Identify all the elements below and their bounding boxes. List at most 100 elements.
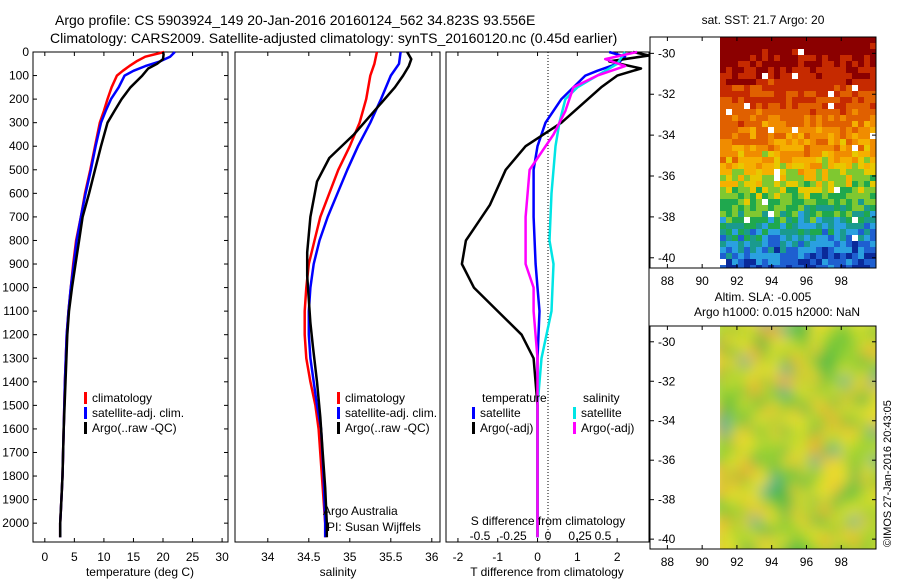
sst-cell bbox=[870, 73, 876, 79]
map-y-tick-label: -40 bbox=[658, 532, 676, 546]
sst-cell bbox=[804, 223, 810, 229]
sla-cell bbox=[880, 386, 890, 396]
sst-cell bbox=[816, 115, 822, 121]
sla-cell bbox=[820, 496, 830, 506]
sla-cell bbox=[810, 446, 820, 456]
sst-cell bbox=[804, 43, 810, 49]
sst-cell bbox=[738, 103, 744, 109]
sst-cell bbox=[804, 163, 810, 169]
sst-cell bbox=[780, 157, 786, 163]
sst-cell bbox=[768, 97, 774, 103]
sla-cell bbox=[840, 426, 850, 436]
sst-cell bbox=[780, 217, 786, 223]
sla-cell bbox=[740, 356, 750, 366]
header-title-line1: Argo profile: CS 5903924_149 20-Jan-2016… bbox=[55, 12, 535, 28]
sst-cell bbox=[744, 175, 750, 181]
sst-cell bbox=[840, 121, 846, 127]
sst-cell bbox=[870, 133, 876, 139]
sst-cell bbox=[738, 37, 744, 43]
sst-cell bbox=[870, 217, 876, 223]
sla-cell bbox=[730, 456, 740, 466]
sst-cell bbox=[726, 79, 732, 85]
sst-cell bbox=[774, 217, 780, 223]
sst-cell bbox=[852, 97, 858, 103]
sla-cell bbox=[830, 456, 840, 466]
sla-cell bbox=[780, 446, 790, 456]
sst-cell bbox=[762, 199, 768, 205]
sst-cell bbox=[792, 187, 798, 193]
map-y-tick-label: -38 bbox=[658, 493, 676, 507]
sst-cell bbox=[828, 139, 834, 145]
sst-cell bbox=[822, 145, 828, 151]
sst-cell bbox=[792, 61, 798, 67]
sst-cell bbox=[822, 157, 828, 163]
sst-cell bbox=[732, 145, 738, 151]
sst-cell bbox=[756, 211, 762, 217]
sst-cell bbox=[816, 235, 822, 241]
sst-cell bbox=[732, 61, 738, 67]
sst-cell bbox=[786, 265, 792, 268]
sst-cell bbox=[816, 61, 822, 67]
sst-cell bbox=[738, 229, 744, 235]
x-tick-label: 35 bbox=[343, 550, 357, 564]
sst-cell bbox=[768, 205, 774, 211]
sst-cell bbox=[774, 91, 780, 97]
sla-cell bbox=[750, 386, 760, 396]
sst-cell bbox=[792, 115, 798, 121]
sla-cell bbox=[730, 436, 740, 446]
sst-cell bbox=[822, 259, 828, 265]
sla-cell bbox=[720, 496, 730, 506]
sst-cell bbox=[834, 121, 840, 127]
sst-cell bbox=[798, 235, 804, 241]
sst-cell bbox=[798, 151, 804, 157]
sst-cell bbox=[756, 235, 762, 241]
sst-cell bbox=[846, 187, 852, 193]
sst-cell bbox=[732, 253, 738, 259]
sla-map-image bbox=[720, 326, 890, 549]
sst-cell bbox=[798, 121, 804, 127]
sst-cell bbox=[726, 253, 732, 259]
sst-cell bbox=[846, 259, 852, 265]
sst-cell bbox=[786, 85, 792, 91]
sst-cell bbox=[840, 169, 846, 175]
sst-cell bbox=[834, 241, 840, 247]
sst-cell bbox=[732, 139, 738, 145]
sst-cell bbox=[780, 133, 786, 139]
sla-cell bbox=[870, 526, 876, 536]
sst-cell bbox=[810, 229, 816, 235]
sst-cell bbox=[732, 97, 738, 103]
sla-cell bbox=[720, 466, 730, 476]
sst-cell bbox=[852, 121, 858, 127]
sla-cell bbox=[780, 526, 790, 536]
sst-cell bbox=[846, 181, 852, 187]
sst-cell bbox=[858, 91, 864, 97]
sla-cell bbox=[800, 446, 810, 456]
sst-cell bbox=[756, 103, 762, 109]
sst-cell bbox=[744, 79, 750, 85]
sst-cell bbox=[810, 235, 816, 241]
sst-cell bbox=[720, 55, 726, 61]
sla-cell bbox=[790, 506, 800, 516]
sst-cell bbox=[798, 253, 804, 259]
sla-cell bbox=[790, 376, 800, 386]
sst-cell bbox=[744, 259, 750, 265]
sla-cell bbox=[730, 326, 740, 336]
sst-cell bbox=[726, 61, 732, 67]
sst-cell bbox=[858, 115, 864, 121]
secondary-tick-label: 0.5 bbox=[595, 529, 612, 543]
sst-cell bbox=[768, 151, 774, 157]
sst-cell bbox=[816, 265, 822, 268]
sla-cell bbox=[860, 456, 870, 466]
sst-cell bbox=[804, 169, 810, 175]
sst-cell bbox=[738, 259, 744, 265]
sst-cell bbox=[810, 103, 816, 109]
sst-cell bbox=[864, 205, 870, 211]
sst-cell bbox=[750, 37, 756, 43]
sst-cell bbox=[822, 193, 828, 199]
sla-cell bbox=[740, 376, 750, 386]
sst-cell bbox=[858, 181, 864, 187]
sst-cell bbox=[798, 157, 804, 163]
sst-cell bbox=[846, 115, 852, 121]
sla-cell bbox=[740, 436, 750, 446]
sst-cell bbox=[804, 265, 810, 268]
